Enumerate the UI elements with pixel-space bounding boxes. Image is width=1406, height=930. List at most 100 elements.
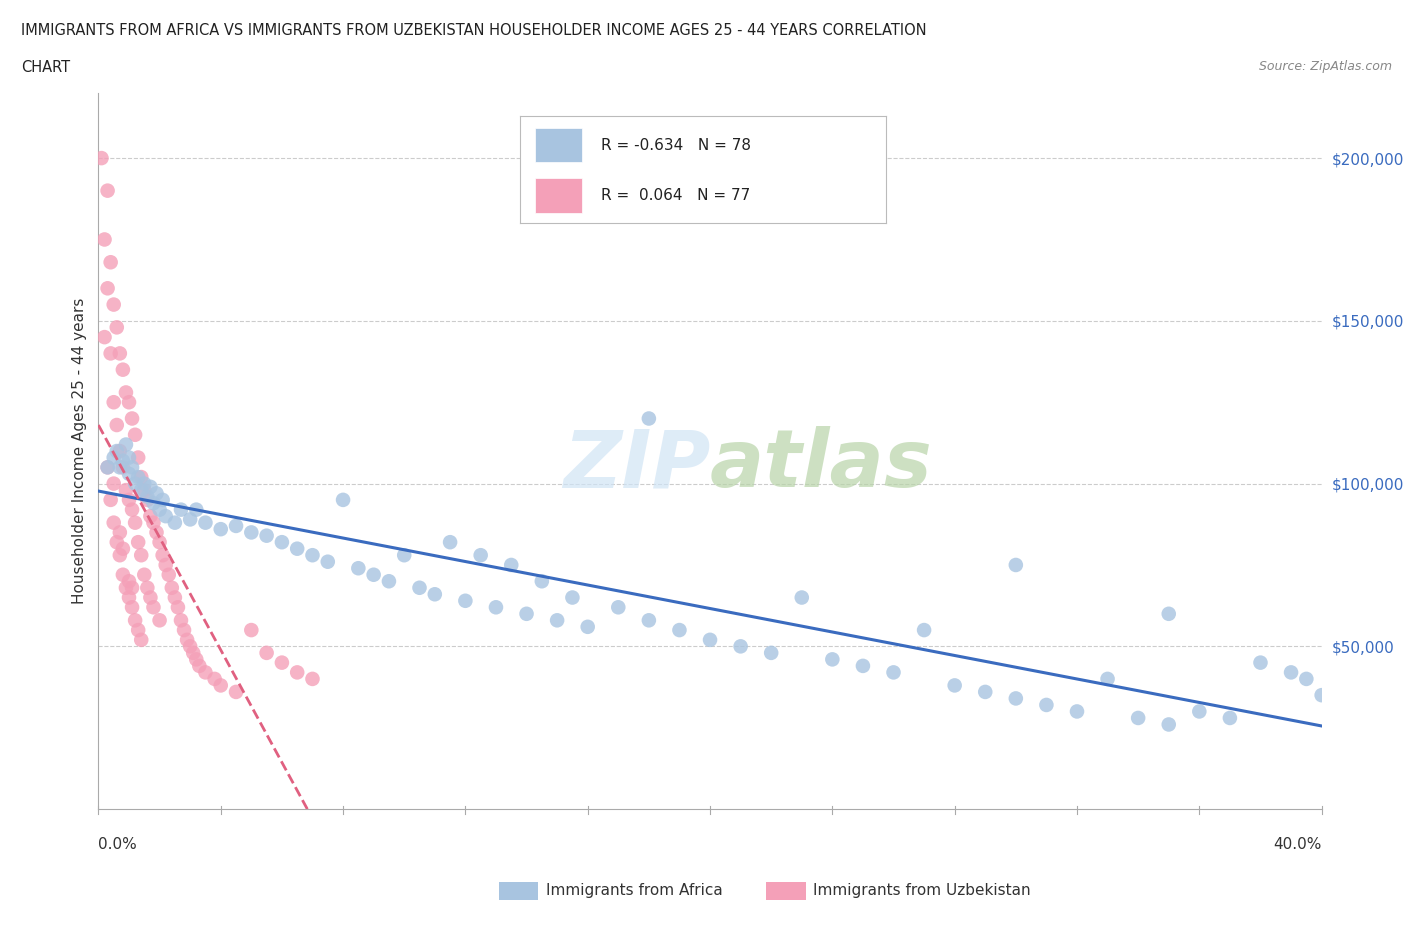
Point: [103, 298, 125, 312]
Point: [97, 460, 120, 474]
Point: [105, 444, 128, 458]
Point: [118, 394, 141, 409]
Point: [163, 590, 186, 604]
Point: [301, 671, 323, 686]
Point: [179, 639, 201, 654]
Point: [912, 623, 935, 638]
Point: [100, 346, 122, 361]
Point: [179, 512, 201, 526]
Point: [1310, 688, 1333, 703]
Point: [129, 632, 152, 647]
Point: [1066, 704, 1088, 719]
Point: [1279, 665, 1302, 680]
Point: [115, 437, 138, 452]
Point: [160, 580, 183, 595]
Point: [111, 363, 134, 378]
Point: [378, 574, 401, 589]
Point: [145, 485, 167, 500]
Point: [194, 665, 217, 680]
Point: [149, 613, 172, 628]
Point: [332, 493, 354, 508]
Point: [129, 548, 152, 563]
Point: [108, 548, 131, 563]
Point: [139, 480, 162, 495]
Point: [155, 509, 177, 524]
Point: [790, 590, 813, 604]
Point: [100, 493, 122, 508]
Point: [408, 580, 430, 595]
Point: [129, 470, 152, 485]
Point: [170, 613, 193, 628]
Point: [136, 493, 159, 508]
Text: Immigrants from Africa: Immigrants from Africa: [546, 884, 723, 898]
Point: [121, 580, 143, 595]
Bar: [534, 179, 582, 213]
Point: [100, 255, 122, 270]
Point: [152, 548, 174, 563]
Point: [730, 639, 752, 654]
Point: [285, 541, 308, 556]
Point: [607, 600, 630, 615]
Point: [194, 515, 217, 530]
Point: [118, 450, 141, 465]
Point: [852, 658, 875, 673]
Text: R =  0.064   N = 77: R = 0.064 N = 77: [600, 188, 749, 203]
Point: [118, 467, 141, 482]
Point: [108, 444, 131, 458]
Point: [1004, 558, 1026, 573]
Point: [1219, 711, 1241, 725]
Point: [170, 502, 193, 517]
Point: [1097, 671, 1119, 686]
Point: [103, 476, 125, 491]
Point: [139, 509, 162, 524]
Point: [124, 515, 146, 530]
Point: [1295, 671, 1317, 686]
Point: [103, 394, 125, 409]
Point: [124, 476, 146, 491]
Point: [188, 658, 211, 673]
Point: [204, 671, 226, 686]
Point: [108, 346, 131, 361]
Text: CHART: CHART: [21, 60, 70, 75]
Point: [1128, 711, 1150, 725]
Point: [454, 593, 477, 608]
Point: [668, 623, 690, 638]
Point: [152, 493, 174, 508]
Point: [256, 645, 278, 660]
Point: [118, 590, 141, 604]
Point: [111, 541, 134, 556]
Point: [761, 645, 783, 660]
Point: [105, 320, 128, 335]
Point: [115, 483, 138, 498]
Point: [124, 428, 146, 443]
Point: [347, 561, 370, 576]
Point: [821, 652, 844, 667]
Point: [139, 590, 162, 604]
Point: [118, 493, 141, 508]
Point: [240, 525, 263, 539]
Point: [943, 678, 966, 693]
Point: [93, 232, 115, 247]
Point: [127, 470, 149, 485]
Point: [155, 558, 177, 573]
Point: [485, 600, 508, 615]
Point: [142, 496, 165, 511]
Point: [270, 655, 294, 670]
Text: atlas: atlas: [710, 426, 932, 504]
Point: [285, 665, 308, 680]
Point: [173, 623, 195, 638]
Point: [127, 450, 149, 465]
Point: [127, 623, 149, 638]
Point: [108, 525, 131, 539]
Text: 0.0%: 0.0%: [98, 837, 138, 852]
Point: [209, 522, 232, 537]
Point: [1004, 691, 1026, 706]
Text: R = -0.634   N = 78: R = -0.634 N = 78: [600, 138, 751, 153]
Point: [501, 558, 523, 573]
Point: [111, 567, 134, 582]
Point: [167, 600, 190, 615]
Point: [363, 567, 385, 582]
Point: [530, 574, 553, 589]
Point: [142, 600, 165, 615]
Point: [149, 502, 172, 517]
